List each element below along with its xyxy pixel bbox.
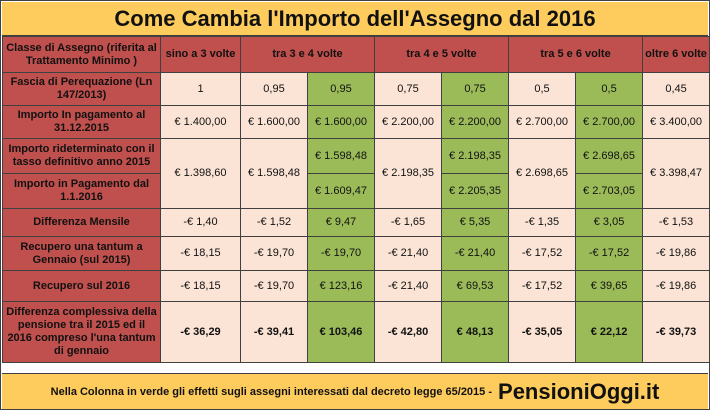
- assegno-table: Classe di Assegno (riferita al Trattamen…: [2, 36, 710, 363]
- table-cell: € 48,13: [441, 301, 510, 363]
- table-cell: -€ 1,52: [240, 208, 308, 237]
- table-cell: -€ 21,40: [441, 236, 510, 271]
- table-row: Importo in Pagamento dal 1.1.2016 € 1.60…: [2, 173, 710, 209]
- table-cell: 0,75: [374, 72, 443, 106]
- table-row: Differenza complessiva della pensione tr…: [2, 301, 710, 363]
- table-row: Fascia di Perequazione (Ln 147/2013) 1 0…: [2, 72, 710, 106]
- table-cell: € 2.205,35: [441, 173, 510, 209]
- table-cell: -€ 39,41: [240, 301, 308, 363]
- header-col-5-6: tra 5 e 6 volte: [508, 36, 644, 73]
- header-col-sino-3: sino a 3 volte: [160, 36, 241, 73]
- row-label-recupero-tantum: Recupero una tantum a Gennaio (sul 2015): [2, 236, 161, 271]
- table-cell: -€ 17,52: [508, 270, 577, 302]
- table-cell: € 2.703,05: [575, 173, 644, 209]
- row-label-recupero-2016: Recupero sul 2016: [2, 270, 161, 302]
- row-label-complessiva: Differenza complessiva della pensione tr…: [2, 301, 161, 363]
- table-cell: -€ 19,86: [642, 270, 710, 302]
- table-cell: € 1.398,60: [160, 138, 241, 209]
- table-cell: € 2.198,35: [374, 138, 443, 209]
- table-cell: € 2.200,00: [374, 105, 443, 139]
- header-col-3-4: tra 3 e 4 volte: [239, 36, 376, 73]
- table-cell: 0,5: [508, 72, 577, 106]
- table-cell: € 22,12: [575, 301, 644, 363]
- table-row: Importo In pagamento al 31.12.2015 € 1.4…: [2, 105, 710, 139]
- table-cell: € 1.600,00: [306, 105, 376, 139]
- table-row: Recupero una tantum a Gennaio (sul 2015)…: [2, 236, 710, 271]
- footer-note: Nella Colonna in verde gli effetti sugli…: [50, 385, 493, 398]
- table-cell: € 5,35: [441, 208, 510, 237]
- table-cell: 0,75: [441, 72, 510, 106]
- table-cell: € 2.698,65: [575, 138, 644, 174]
- row-label-rideterminato: Importo rideterminato con il tasso defin…: [2, 138, 161, 174]
- table-cell: € 2.198,35: [441, 138, 510, 174]
- table-cell: € 1.400,00: [160, 105, 241, 139]
- table-cell: € 123,16: [306, 270, 376, 302]
- page-title: Come Cambia l'Importo dell'Assegno dal 2…: [2, 2, 708, 36]
- table-row: Importo rideterminato con il tasso defin…: [2, 138, 710, 209]
- table-cell: € 1.609,47: [306, 173, 376, 209]
- table-cell: € 39,65: [575, 270, 644, 302]
- brand-logo: PensioniOggi.it: [498, 378, 660, 404]
- table-cell: -€ 17,52: [575, 236, 644, 271]
- table-cell: -€ 21,40: [374, 270, 443, 302]
- table-cell: -€ 1,40: [160, 208, 241, 237]
- table-cell: € 1.598,48: [240, 138, 308, 209]
- table-cell: -€ 39,73: [642, 301, 710, 363]
- table-cell: € 2.700,00: [575, 105, 644, 139]
- header-row: Classe di Assegno (riferita al Trattamen…: [2, 36, 710, 73]
- table-cell: € 3.398,47: [642, 138, 710, 209]
- table-cell: -€ 19,70: [306, 236, 376, 271]
- table-cell: € 1.600,00: [240, 105, 308, 139]
- table-cell: -€ 19,86: [642, 236, 710, 271]
- table-cell: € 3.400,00: [642, 105, 710, 139]
- table-cell: -€ 19,70: [240, 270, 308, 302]
- header-row-label: Classe di Assegno (riferita al Trattamen…: [2, 36, 161, 73]
- table-cell: -€ 19,70: [240, 236, 308, 271]
- table-cell: € 103,46: [306, 301, 376, 363]
- table-cell: -€ 18,15: [160, 270, 241, 302]
- row-label-fascia: Fascia di Perequazione (Ln 147/2013): [2, 72, 161, 106]
- table-cell: -€ 1,35: [508, 208, 577, 237]
- table-cell: -€ 17,52: [508, 236, 577, 271]
- footer: Nella Colonna in verde gli effetti sugli…: [2, 373, 708, 409]
- table-cell: -€ 36,29: [160, 301, 241, 363]
- table-cell: € 1.598,48: [306, 138, 376, 174]
- table-cell: € 2.200,00: [441, 105, 510, 139]
- table-cell: 0,95: [240, 72, 308, 106]
- table-cell: € 69,53: [441, 270, 510, 302]
- table-cell: -€ 42,80: [374, 301, 443, 363]
- table-cell: € 9,47: [306, 208, 376, 237]
- table-cell: € 2.698,65: [508, 138, 577, 209]
- table-row: Differenza Mensile -€ 1,40 -€ 1,52 € 9,4…: [2, 208, 710, 237]
- row-label-differenza: Differenza Mensile: [2, 208, 161, 237]
- table-cell: 0,95: [306, 72, 376, 106]
- header-col-4-5: tra 4 e 5 volte: [374, 36, 510, 73]
- header-col-oltre-6: oltre 6 volte: [642, 36, 710, 73]
- row-label-importo-2015: Importo In pagamento al 31.12.2015: [2, 105, 161, 139]
- table-cell: -€ 1,53: [642, 208, 710, 237]
- table-cell: 0,45: [642, 72, 710, 106]
- table-cell: -€ 18,15: [160, 236, 241, 271]
- table-cell: -€ 35,05: [508, 301, 577, 363]
- row-label-importo-2016: Importo in Pagamento dal 1.1.2016: [2, 173, 161, 209]
- table-cell: 1: [160, 72, 241, 106]
- table-cell: € 2.700,00: [508, 105, 577, 139]
- table-row: Recupero sul 2016 -€ 18,15 -€ 19,70 € 12…: [2, 270, 710, 302]
- table-cell: € 3,05: [575, 208, 644, 237]
- table-cell: -€ 21,40: [374, 236, 443, 271]
- table-cell: -€ 1,65: [374, 208, 443, 237]
- table-cell: 0,5: [575, 72, 644, 106]
